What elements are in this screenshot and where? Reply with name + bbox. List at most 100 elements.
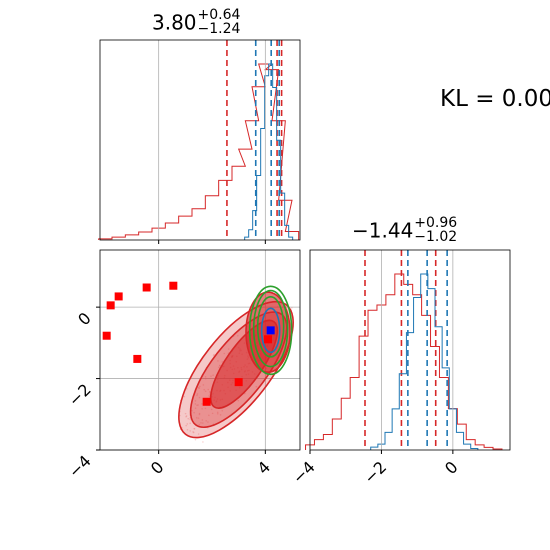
sample-point xyxy=(244,392,246,395)
sample-point xyxy=(207,421,209,423)
green-contour-outer xyxy=(248,285,293,376)
sample-point xyxy=(202,384,205,386)
sample-point xyxy=(185,424,188,427)
sample-point xyxy=(219,364,221,367)
top-left-hist-red xyxy=(98,63,300,240)
sample-point xyxy=(192,431,195,434)
kl-label: KL = 0.00 xyxy=(440,86,550,112)
bottom-right-title-minus: −1.02 xyxy=(414,229,458,245)
green-contour-mid xyxy=(252,289,289,368)
sample-point xyxy=(191,409,193,412)
sample-point xyxy=(196,394,198,397)
sample-point xyxy=(187,417,190,420)
sample-point xyxy=(203,388,206,391)
sample-point xyxy=(202,422,204,424)
sample-point xyxy=(186,423,189,425)
sample-point xyxy=(209,390,211,393)
sample-point xyxy=(192,431,194,433)
sample-point xyxy=(237,334,239,337)
sample-point xyxy=(221,409,224,412)
sample-point xyxy=(291,307,293,309)
sample-point xyxy=(207,388,210,391)
sample-point xyxy=(194,407,197,409)
red-marker xyxy=(142,283,151,292)
sample-point xyxy=(204,407,207,410)
bottom-left-frame xyxy=(99,249,301,451)
sample-point xyxy=(227,348,230,350)
blue-marker xyxy=(266,326,275,335)
sample-point xyxy=(186,429,189,431)
red-marker xyxy=(264,335,272,344)
sample-point xyxy=(189,430,191,432)
sample-point xyxy=(204,390,207,393)
top-left-panel-title: 3.80 +0.64 −1.24 xyxy=(152,7,241,38)
sample-point xyxy=(211,412,214,415)
sample-point xyxy=(223,352,226,355)
sample-point xyxy=(194,438,197,441)
bottom-right-hist-blue xyxy=(370,273,479,450)
sample-point xyxy=(189,422,192,425)
bottom-right-frame xyxy=(309,249,511,451)
top-left-histogram xyxy=(98,40,300,240)
sample-point xyxy=(189,418,191,421)
red-marker xyxy=(234,378,243,387)
sample-point xyxy=(197,433,200,435)
y-tick-label: −2 xyxy=(65,380,95,410)
blue-contour xyxy=(260,307,281,354)
sample-point xyxy=(193,427,195,430)
sample-point xyxy=(196,393,199,395)
sample-point xyxy=(255,385,258,388)
sample-point xyxy=(201,403,203,405)
sample-point xyxy=(212,374,214,377)
y-tick-label: 0 xyxy=(74,309,95,330)
x-tick-label: 4 xyxy=(254,457,275,478)
top-left-frame xyxy=(99,39,301,241)
sample-point xyxy=(193,411,195,414)
sample-point xyxy=(216,411,219,414)
sample-point xyxy=(197,417,200,419)
sample-point xyxy=(185,415,187,418)
sample-point xyxy=(198,412,201,415)
sample-point xyxy=(194,400,197,402)
red-marker xyxy=(106,301,115,310)
sample-point xyxy=(221,361,224,363)
bottom-right-title-value: −1.44 xyxy=(352,218,414,243)
top-left-title-minus: −1.24 xyxy=(197,21,241,37)
sample-point xyxy=(198,423,201,426)
sample-point xyxy=(197,386,200,389)
sample-point xyxy=(193,427,196,430)
sample-point xyxy=(198,387,201,389)
sample-point xyxy=(197,404,199,406)
sample-point xyxy=(202,441,204,443)
bottom-right-hist-red xyxy=(305,273,503,450)
sample-point xyxy=(201,407,203,410)
red-marker xyxy=(202,397,211,406)
sample-point xyxy=(204,376,207,378)
sample-point xyxy=(201,419,204,421)
red-marker xyxy=(114,292,123,301)
red-marker xyxy=(102,331,111,340)
x-tick-label: 0 xyxy=(147,457,168,478)
sample-point xyxy=(213,353,215,356)
sample-point xyxy=(210,408,213,411)
top-left-title-value: 3.80 xyxy=(152,10,197,35)
sample-point xyxy=(198,396,201,399)
sample-point xyxy=(200,422,202,424)
top-left-title-plus: +0.64 xyxy=(197,7,241,23)
sample-point xyxy=(199,385,201,388)
sample-point xyxy=(194,403,197,405)
red-marker xyxy=(133,354,142,363)
sample-point xyxy=(208,414,210,417)
sample-point xyxy=(210,375,212,377)
top-left-hist-blue xyxy=(244,63,294,240)
sample-point xyxy=(185,415,188,417)
bottom-right-histogram xyxy=(305,250,503,450)
sample-point xyxy=(217,366,220,369)
x-tick-label: −4 xyxy=(289,457,319,487)
sample-point xyxy=(212,354,215,357)
sample-point xyxy=(217,360,219,362)
sample-point xyxy=(237,399,240,402)
sample-point xyxy=(205,377,207,380)
x-tick-label: 0 xyxy=(441,457,462,478)
